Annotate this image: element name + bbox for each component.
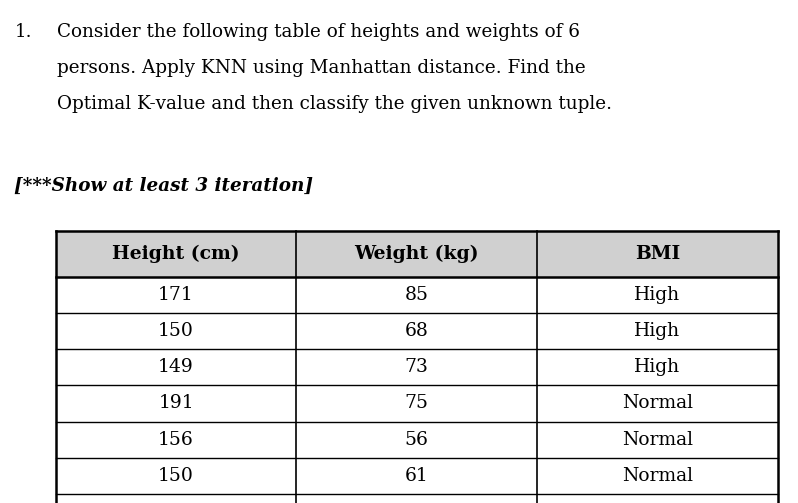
- Bar: [56, 385, 778, 422]
- Text: Consider the following table of heights and weights of 6: Consider the following table of heights …: [57, 23, 580, 41]
- Text: 171: 171: [158, 286, 194, 304]
- Text: Normal: Normal: [622, 394, 693, 412]
- Bar: [56, 313, 778, 349]
- Text: 75: 75: [405, 394, 429, 412]
- Text: 156: 156: [158, 431, 194, 449]
- Text: [***Show at least 3 iteration]: [***Show at least 3 iteration]: [14, 177, 314, 195]
- Bar: [56, 458, 778, 494]
- Text: 1.: 1.: [14, 23, 32, 41]
- Text: Height (cm): Height (cm): [113, 245, 240, 263]
- Bar: [56, 231, 778, 277]
- Text: 149: 149: [158, 358, 194, 376]
- Text: Optimal K-value and then classify the given unknown tuple.: Optimal K-value and then classify the gi…: [57, 95, 612, 113]
- Text: Normal: Normal: [622, 431, 693, 449]
- Text: High: High: [634, 322, 681, 340]
- Text: Weight (kg): Weight (kg): [354, 245, 479, 263]
- Text: 191: 191: [158, 394, 194, 412]
- Text: BMI: BMI: [635, 245, 680, 263]
- Bar: [56, 494, 778, 503]
- Text: 150: 150: [158, 467, 194, 485]
- Bar: [56, 277, 778, 313]
- Text: 73: 73: [405, 358, 429, 376]
- Bar: [56, 349, 778, 385]
- Text: High: High: [634, 358, 681, 376]
- Text: 56: 56: [405, 431, 429, 449]
- Text: Normal: Normal: [622, 467, 693, 485]
- Text: 150: 150: [158, 322, 194, 340]
- Text: High: High: [634, 286, 681, 304]
- Bar: [56, 422, 778, 458]
- Text: persons. Apply KNN using Manhattan distance. Find the: persons. Apply KNN using Manhattan dista…: [57, 59, 587, 77]
- Text: 61: 61: [405, 467, 429, 485]
- Text: 68: 68: [405, 322, 429, 340]
- Text: 85: 85: [405, 286, 429, 304]
